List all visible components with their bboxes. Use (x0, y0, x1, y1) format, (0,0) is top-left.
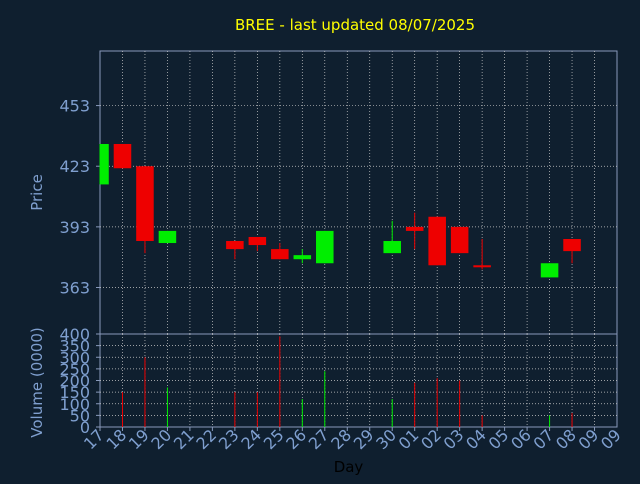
candle-body (293, 255, 312, 260)
volume-tick-label: 250 (59, 360, 90, 379)
candle-body (540, 263, 559, 278)
price-tick-label: 453 (59, 97, 90, 116)
volume-tick-label: 0 (80, 418, 90, 437)
price-tick-label: 393 (59, 218, 90, 237)
candle-body (563, 238, 581, 252)
volume-tick-label: 150 (59, 383, 90, 402)
volume-tick-label: 100 (59, 395, 90, 414)
candle-body (271, 249, 289, 260)
candle-body (428, 216, 446, 266)
candle-body (248, 236, 267, 246)
candle-body (316, 230, 334, 264)
candle-body (136, 166, 154, 242)
price-tick-label: 363 (59, 279, 90, 298)
candle-body (450, 226, 469, 254)
candle-body (473, 265, 491, 268)
price-axis-label: Price (28, 174, 46, 211)
x-axis-label: Day (334, 458, 364, 476)
volume-tick-label: 50 (70, 406, 90, 425)
x-tick-label: 09 (597, 425, 625, 453)
candle-body (100, 143, 109, 185)
candle-body (405, 226, 424, 231)
volume-tick-label: 200 (59, 372, 90, 391)
candle-body (158, 230, 177, 244)
price-panel-frame (99, 50, 618, 335)
candle-body (226, 241, 244, 250)
price-tick-label: 423 (59, 157, 90, 176)
volume-axis-label: Volume (0000) (28, 327, 46, 437)
volume-tick-label: 300 (59, 348, 90, 367)
volume-tick-label: 350 (59, 337, 90, 356)
candle-body (383, 241, 401, 254)
chart-title: BREE - last updated 08/07/2025 (235, 16, 475, 34)
volume-tick-label: 400 (59, 325, 90, 344)
candle-body (113, 143, 132, 169)
